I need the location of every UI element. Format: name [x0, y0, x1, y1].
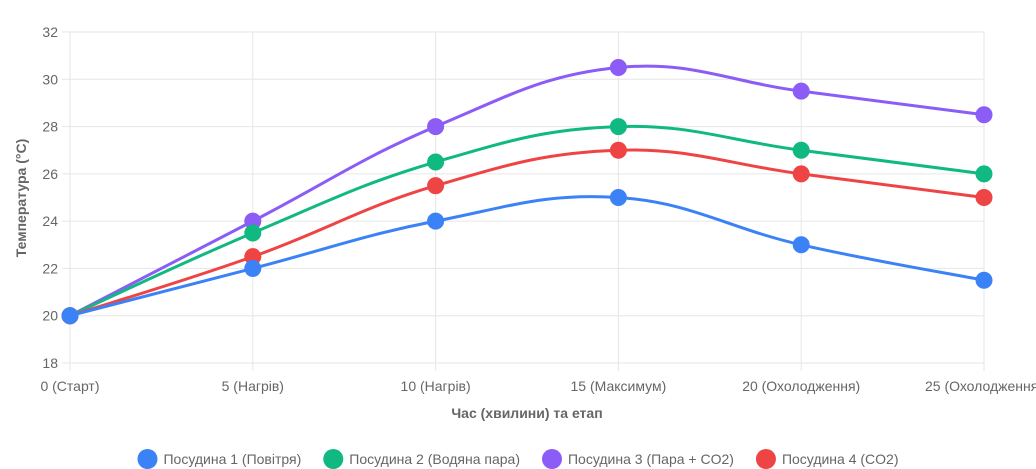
data-point[interactable]: [792, 82, 810, 100]
data-point[interactable]: [975, 189, 993, 206]
y-axis-ticks: 18 20 22 24 26 28 30 32: [42, 24, 58, 371]
data-point[interactable]: [975, 271, 993, 289]
y-tick-label: 32: [42, 24, 58, 40]
data-point[interactable]: [792, 141, 810, 159]
series-1: [61, 189, 993, 325]
legend-marker: [323, 449, 344, 469]
data-point[interactable]: [609, 58, 627, 76]
legend-marker: [755, 449, 776, 469]
legend-label: Посудина 1 (Повітря): [163, 451, 301, 467]
y-tick-label: 26: [42, 166, 58, 182]
data-point[interactable]: [609, 189, 627, 206]
legend-label: Посудина 2 (Водяна пара): [349, 451, 520, 467]
x-tick-label: 0 (Старт): [40, 378, 99, 394]
legend-label: Посудина 4 (CO2): [782, 451, 899, 467]
y-tick-label: 18: [42, 355, 58, 371]
x-tick-label: 20 (Охолодження): [742, 378, 860, 394]
y-axis-title: Температура (°C): [13, 139, 29, 257]
data-point[interactable]: [427, 153, 445, 171]
data-point[interactable]: [244, 259, 262, 277]
data-point[interactable]: [609, 118, 627, 136]
y-tick-label: 20: [42, 308, 58, 324]
grid: [62, 31, 985, 371]
x-tick-label: 10 (Нагрів): [401, 378, 471, 394]
legend-item[interactable]: Посудина 1 (Повітря): [137, 449, 301, 469]
legend-item[interactable]: Посудина 3 (Пара + CO2): [541, 449, 734, 469]
data-point[interactable]: [427, 212, 445, 230]
data-point[interactable]: [609, 141, 627, 159]
data-point[interactable]: [427, 118, 445, 136]
legend-item[interactable]: Посудина 2 (Водяна пара): [323, 449, 520, 469]
x-axis-title: Час (хвилини) та етап: [451, 405, 602, 421]
data-point[interactable]: [61, 307, 79, 325]
x-tick-label: 25 (Охолодження): [925, 378, 1036, 394]
y-tick-label: 22: [42, 260, 58, 276]
y-tick-label: 24: [42, 213, 58, 229]
legend: Посудина 1 (Повітря) Посудина 2 (Водяна п…: [137, 449, 899, 469]
data-point[interactable]: [975, 106, 993, 124]
legend-item[interactable]: Посудина 4 (CO2): [755, 449, 899, 469]
data-point[interactable]: [792, 236, 810, 254]
data-point[interactable]: [244, 224, 262, 242]
x-axis-ticks: 0 (Старт) 5 (Нагрів) 10 (Нагрів) 15 (Максим…: [40, 378, 1036, 394]
x-tick-label: 5 (Нагрів): [222, 378, 284, 394]
data-point[interactable]: [975, 165, 993, 183]
series-line: [69, 124, 985, 318]
legend-label: Посудина 3 (Пара + CO2): [568, 451, 734, 467]
series-line: [69, 64, 985, 318]
series-line: [69, 148, 985, 318]
data-point[interactable]: [427, 177, 445, 195]
y-tick-label: 30: [42, 71, 58, 87]
series-line: [69, 195, 985, 318]
legend-marker: [137, 449, 158, 469]
data-point[interactable]: [792, 165, 810, 183]
x-tick-label: 15 (Максимум): [571, 378, 667, 394]
y-tick-label: 28: [42, 119, 58, 135]
series-3: [61, 58, 993, 325]
series-lines: [61, 58, 993, 325]
series-4: [61, 141, 993, 325]
legend-marker: [541, 449, 562, 469]
